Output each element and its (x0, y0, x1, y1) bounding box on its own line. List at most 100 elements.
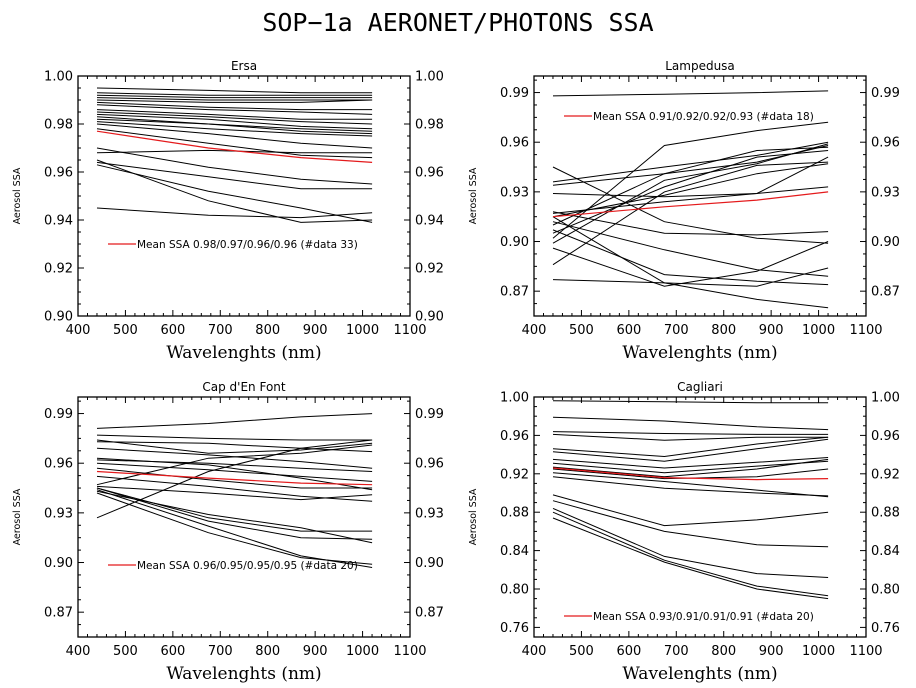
y-tick-label-right: 1.00 (415, 70, 444, 85)
series-line (552, 511, 829, 597)
series-line (96, 97, 373, 101)
series-line (552, 472, 829, 498)
legend-label: Mean SSA 0.96/0.95/0.95/0.95 (#data 20) (137, 560, 358, 572)
y-tick-label: 0.76 (500, 621, 529, 636)
series-line (552, 400, 829, 404)
y-tick-label: 1.00 (44, 70, 73, 85)
series-line (552, 416, 829, 431)
series-line (96, 492, 373, 565)
x-tick-label: 600 (160, 644, 185, 659)
y-tick-label-right: 0.80 (871, 583, 900, 598)
series-line (96, 94, 373, 99)
y-tick-label-right: 0.92 (415, 262, 444, 277)
series-line (552, 90, 829, 97)
x-tick-label: 900 (303, 644, 328, 659)
series-line (96, 444, 373, 486)
series-line (552, 457, 829, 469)
y-tick-label: 1.00 (500, 391, 529, 406)
mean-series-line (96, 470, 373, 486)
x-tick-label: 1000 (802, 323, 835, 338)
x-tick-label: 800 (255, 644, 280, 659)
legend-label: Mean SSA 0.98/0.97/0.96/0.96 (#data 33) (137, 239, 358, 251)
y-axis-label: Aerosol SSA (468, 488, 479, 545)
series-line (96, 104, 373, 115)
series-line (96, 441, 373, 453)
series-line (552, 229, 829, 286)
legend-label: Mean SSA 0.93/0.91/0.91/0.91 (#data 20) (593, 611, 814, 623)
x-axis-label: Wavelenghts (nm) (166, 343, 321, 363)
series-line (552, 186, 829, 198)
series-line (552, 221, 829, 277)
y-tick-label: 0.96 (500, 429, 529, 444)
y-tick-label-right: 0.93 (871, 185, 900, 200)
series-line (552, 143, 829, 244)
series-line (96, 490, 373, 544)
series-line (552, 476, 829, 497)
y-tick-label-right: 0.84 (871, 544, 900, 559)
figure-title: SOP−1a AERONET/PHOTONS SSA (262, 8, 653, 37)
x-tick-label: 800 (711, 644, 736, 659)
y-tick-label-right: 0.90 (871, 235, 900, 250)
series-line (552, 161, 829, 266)
series-line (552, 500, 829, 548)
x-tick-label: 400 (66, 323, 91, 338)
y-tick-label: 0.96 (44, 166, 73, 181)
x-axis-label: Wavelenghts (nm) (622, 343, 777, 363)
series-line (96, 113, 373, 130)
y-tick-label: 0.84 (500, 544, 529, 559)
series-line (96, 92, 373, 96)
series-line (96, 116, 373, 135)
series-line (552, 517, 829, 600)
y-tick-label-right: 1.00 (871, 391, 900, 406)
series-line (96, 489, 373, 568)
y-tick-label: 0.96 (500, 136, 529, 151)
x-tick-label: 400 (66, 644, 91, 659)
series-line (552, 494, 829, 527)
series-line (96, 487, 373, 540)
x-tick-label: 1000 (802, 644, 835, 659)
series-line (552, 145, 829, 186)
y-axis-label: Aerosol SSA (12, 167, 23, 224)
x-tick-label: 1100 (393, 644, 426, 659)
x-tick-label: 400 (522, 644, 547, 659)
y-tick-label: 0.98 (44, 118, 73, 133)
y-tick-label-right: 0.98 (415, 118, 444, 133)
series-line (552, 166, 829, 244)
x-tick-label: 700 (664, 323, 689, 338)
x-tick-label: 700 (208, 323, 233, 338)
y-tick-label: 0.96 (44, 457, 73, 472)
x-tick-label: 500 (113, 644, 138, 659)
y-tick-label-right: 0.92 (871, 467, 900, 482)
x-tick-label: 500 (569, 644, 594, 659)
y-tick-label: 0.93 (500, 185, 529, 200)
series-line (96, 207, 373, 219)
y-axis-label: Aerosol SSA (468, 167, 479, 224)
y-tick-label-right: 0.96 (415, 457, 444, 472)
y-tick-label: 0.99 (500, 86, 529, 101)
series-line (552, 507, 829, 578)
x-tick-label: 600 (616, 323, 641, 338)
series-line (96, 121, 373, 137)
series-line (96, 111, 373, 125)
series-line (96, 128, 373, 159)
plot-frame (77, 75, 411, 317)
series-line (552, 431, 829, 435)
x-tick-label: 600 (616, 644, 641, 659)
y-tick-label-right: 0.96 (415, 166, 444, 181)
plot-frame (533, 75, 867, 317)
x-axis-label: Wavelenghts (nm) (622, 664, 777, 684)
y-tick-label-right: 0.90 (415, 310, 444, 325)
y-tick-label-right: 0.87 (871, 285, 900, 300)
mean-series-line (552, 467, 829, 481)
series-line (552, 267, 829, 287)
x-tick-label: 700 (208, 644, 233, 659)
x-tick-label: 400 (522, 323, 547, 338)
series-line (96, 118, 373, 132)
panel-title: Cap d'En Font (202, 380, 286, 394)
series-line (96, 434, 373, 441)
x-tick-label: 700 (664, 644, 689, 659)
series-line (96, 123, 373, 149)
series-line (552, 241, 829, 287)
